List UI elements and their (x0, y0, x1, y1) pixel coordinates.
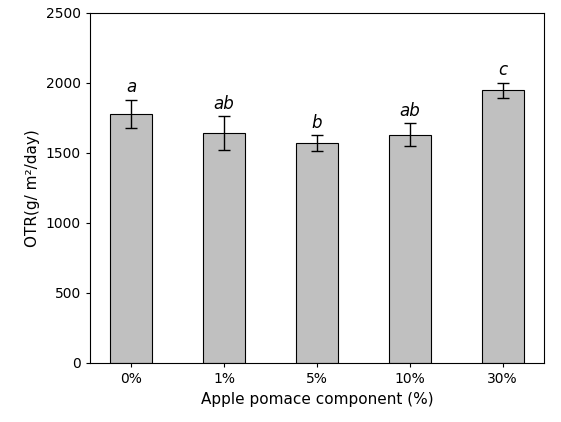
Text: ab: ab (214, 95, 234, 113)
Bar (203, 133, 245, 363)
Bar (482, 90, 523, 363)
X-axis label: Apple pomace component (%): Apple pomace component (%) (201, 392, 433, 406)
Y-axis label: OTR(g/ m²/day): OTR(g/ m²/day) (25, 129, 40, 247)
Bar (389, 135, 431, 363)
Text: c: c (498, 61, 507, 79)
Bar (296, 143, 338, 363)
Text: b: b (312, 114, 322, 132)
Bar (111, 114, 152, 363)
Text: ab: ab (399, 102, 420, 120)
Text: a: a (126, 78, 136, 96)
